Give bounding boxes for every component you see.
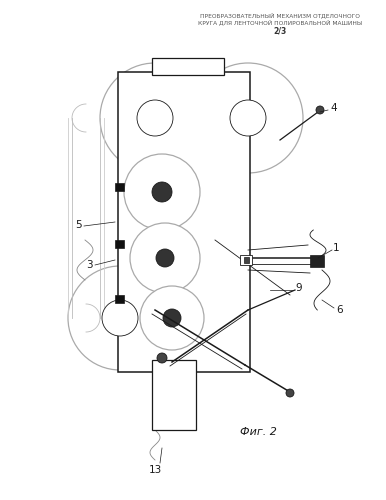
- Circle shape: [102, 300, 138, 336]
- Text: 5: 5: [75, 220, 82, 230]
- Text: 13: 13: [148, 465, 162, 475]
- Circle shape: [68, 266, 172, 370]
- Circle shape: [130, 223, 200, 293]
- Circle shape: [316, 106, 324, 114]
- Circle shape: [157, 353, 167, 363]
- Circle shape: [137, 100, 173, 136]
- Text: 2/3: 2/3: [273, 26, 287, 35]
- Text: 3: 3: [86, 260, 93, 270]
- Bar: [240, 255, 252, 265]
- Text: 1: 1: [333, 243, 340, 253]
- Text: 6: 6: [336, 305, 343, 315]
- Text: ПРЕОБРАЗОВАТЕЛЬНЫЙ МЕХАНИЗМ ОТДЕЛОЧНОГО: ПРЕОБРАЗОВАТЕЛЬНЫЙ МЕХАНИЗМ ОТДЕЛОЧНОГО: [200, 12, 360, 18]
- Text: Фиг. 2: Фиг. 2: [240, 427, 276, 437]
- Circle shape: [193, 63, 303, 173]
- Circle shape: [140, 286, 204, 350]
- Circle shape: [100, 63, 210, 173]
- Bar: [152, 360, 196, 430]
- Bar: [244, 257, 249, 263]
- Bar: [115, 240, 124, 248]
- Bar: [310, 255, 324, 267]
- Text: 9: 9: [295, 283, 301, 293]
- Circle shape: [286, 389, 294, 397]
- Circle shape: [124, 154, 200, 230]
- Circle shape: [163, 309, 181, 327]
- Text: КРУГА ДЛЯ ЛЕНТОЧНОЙ ПОЛИРОВАЛЬНОЙ МАШИНЫ: КРУГА ДЛЯ ЛЕНТОЧНОЙ ПОЛИРОВАЛЬНОЙ МАШИНЫ: [198, 19, 362, 25]
- Bar: [115, 183, 124, 191]
- Bar: [115, 295, 124, 303]
- Text: 4: 4: [330, 103, 337, 113]
- Circle shape: [230, 100, 266, 136]
- Circle shape: [152, 182, 172, 202]
- Circle shape: [156, 249, 174, 267]
- Bar: [152, 58, 224, 75]
- Bar: [118, 72, 250, 372]
